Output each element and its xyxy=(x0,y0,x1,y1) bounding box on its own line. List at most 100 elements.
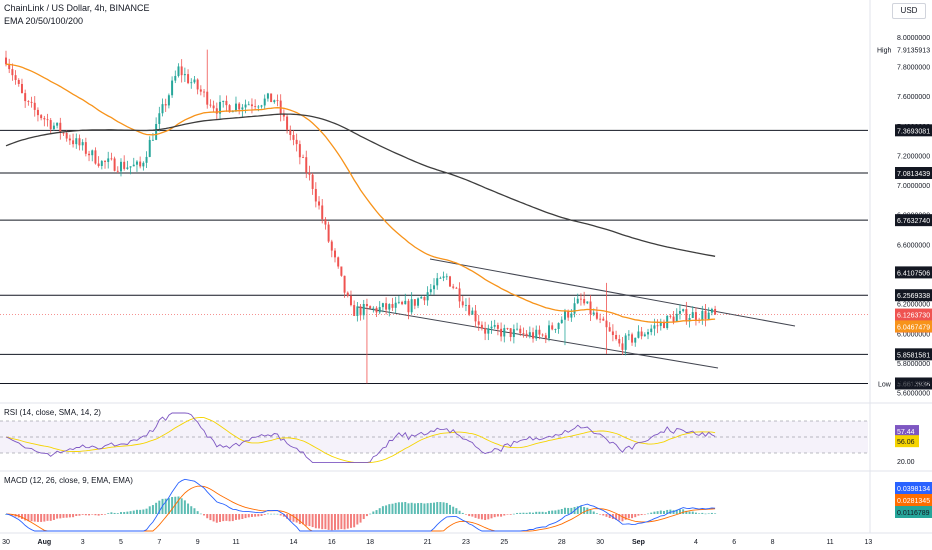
macd-histogram-bar xyxy=(203,514,206,516)
candle-body xyxy=(704,310,707,319)
macd-histogram-bar xyxy=(107,513,110,514)
candle-body xyxy=(273,100,276,103)
macd-histogram-bar xyxy=(56,514,59,519)
price-tick-label: 7.8000000 xyxy=(897,64,930,71)
macd-histogram-bar xyxy=(388,504,391,514)
candle-body xyxy=(611,331,614,335)
macd-histogram-bar xyxy=(167,498,170,514)
macd-histogram-bar xyxy=(381,506,384,514)
candle-body xyxy=(663,321,665,329)
candle-body xyxy=(528,332,531,337)
macd-histogram-bar xyxy=(244,514,247,519)
candle-body xyxy=(433,285,436,290)
candle-body xyxy=(624,335,627,350)
macd-histogram-bar xyxy=(305,514,308,526)
candle-body xyxy=(250,104,253,107)
candle-body xyxy=(308,172,311,175)
level-price-tag xyxy=(895,289,932,302)
candle-body xyxy=(484,328,487,334)
macd-histogram-bar xyxy=(164,498,167,514)
price-tick-label: 8.0000000 xyxy=(897,35,930,42)
candle-body xyxy=(675,313,678,322)
rsi-value-label: 56.06 xyxy=(897,439,915,446)
macd-histogram-bar xyxy=(75,514,78,517)
time-tick-label: Aug xyxy=(38,539,52,546)
macd-histogram-bar xyxy=(439,502,442,514)
candle-body xyxy=(448,276,451,287)
macd-histogram-bar xyxy=(650,512,653,514)
macd-histogram-bar xyxy=(215,514,218,523)
macd-value-label: 0.0281345 xyxy=(897,498,930,505)
level-price-label: 7.3693081 xyxy=(897,128,930,135)
macd-histogram-bar xyxy=(397,502,400,514)
candle-body xyxy=(682,309,685,312)
candle-body xyxy=(343,275,346,293)
ema-indicator-label[interactable]: EMA 20/50/100/200 xyxy=(4,16,84,26)
candle-body xyxy=(30,101,33,103)
macd-histogram-bar xyxy=(238,514,241,520)
rsi-tick-label: 20.00 xyxy=(897,459,915,466)
macd-histogram-bar xyxy=(254,514,257,517)
rsi-value-tag xyxy=(895,435,919,448)
macd-histogram-bar xyxy=(43,514,46,522)
candle-body xyxy=(573,303,576,314)
macd-histogram-bar xyxy=(263,514,266,515)
currency-button[interactable]: USD xyxy=(892,3,926,19)
macd-histogram-bar xyxy=(349,514,352,528)
candle-body xyxy=(94,150,97,164)
candle-body xyxy=(314,188,317,202)
time-tick-label: 3 xyxy=(81,539,85,546)
level-price-tag xyxy=(895,214,932,227)
candle-body xyxy=(439,277,442,279)
candle-body xyxy=(532,332,535,339)
time-tick-label: 25 xyxy=(500,539,508,546)
macd-value-tag xyxy=(895,506,932,518)
candle-body xyxy=(247,104,250,106)
candle-body xyxy=(464,304,467,306)
candle-body xyxy=(359,306,362,316)
macd-histogram-bar xyxy=(292,514,295,522)
candle-body xyxy=(289,129,292,135)
macd-histogram-bar xyxy=(119,512,122,514)
time-tick-label: 11 xyxy=(232,539,239,546)
rsi-line xyxy=(5,412,716,464)
candle-body xyxy=(653,325,656,329)
candle-body xyxy=(14,75,17,80)
candle-body xyxy=(694,312,697,320)
candle-body xyxy=(631,334,634,343)
macd-histogram-bar xyxy=(81,514,84,515)
candle-body xyxy=(177,66,180,76)
candle-body xyxy=(468,304,471,315)
macd-histogram-bar xyxy=(490,514,493,519)
macd-title[interactable]: MACD (12, 26, close, 9, EMA, EMA) xyxy=(4,476,133,485)
candle-body xyxy=(257,106,260,108)
macd-histogram-bar xyxy=(589,510,592,514)
candle-body xyxy=(353,305,356,316)
macd-histogram-bar xyxy=(551,510,554,514)
candle-body xyxy=(97,163,100,166)
candle-body xyxy=(397,301,400,303)
candle-body xyxy=(349,295,352,306)
candle-body xyxy=(334,250,336,258)
macd-histogram-bar xyxy=(52,514,55,520)
candle-body xyxy=(84,142,87,154)
macd-value-label: 0.0398134 xyxy=(897,486,930,493)
candle-body xyxy=(381,303,384,308)
macd-histogram-bar xyxy=(177,496,180,514)
candle-body xyxy=(110,158,113,160)
candle-body xyxy=(209,104,212,106)
macd-histogram-bar xyxy=(353,514,356,528)
candle-body xyxy=(605,320,608,328)
macd-histogram-bar xyxy=(401,502,404,514)
macd-histogram-bar xyxy=(171,497,174,514)
candle-body xyxy=(707,312,710,319)
candle-body xyxy=(88,153,91,156)
rsi-title[interactable]: RSI (14, close, SMA, 14, 2) xyxy=(4,408,101,417)
candle-body xyxy=(669,315,672,317)
candle-body xyxy=(506,328,509,329)
macd-histogram-bar xyxy=(126,511,129,514)
time-tick-label: 18 xyxy=(366,539,374,546)
level-price-tag xyxy=(895,377,932,390)
price-tick-label: 5.6000000 xyxy=(897,391,930,398)
